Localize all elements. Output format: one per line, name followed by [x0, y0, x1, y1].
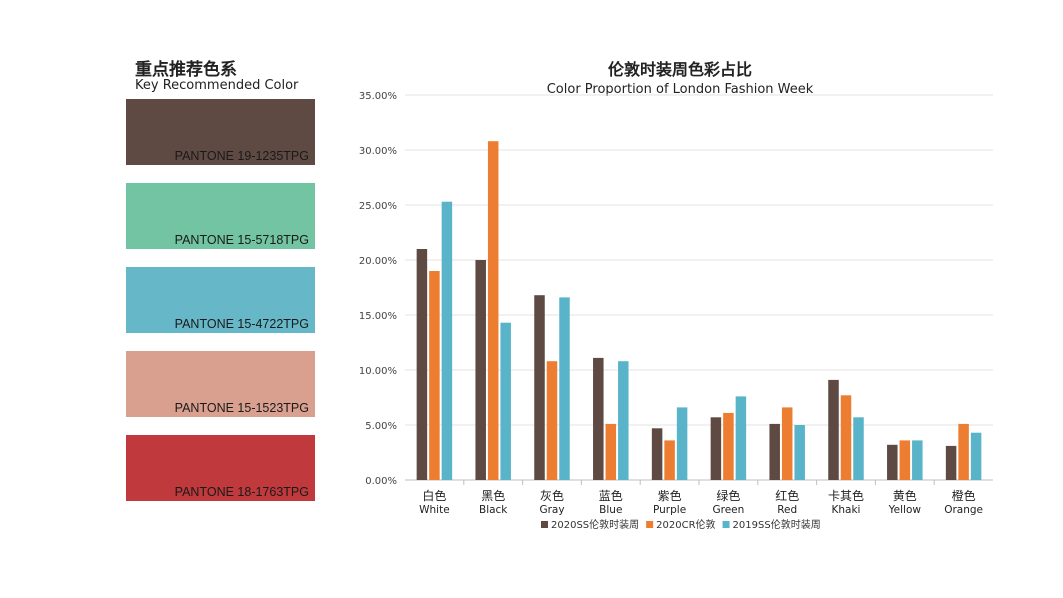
- x-tick-label-en: Black: [479, 504, 508, 516]
- swatch-label: PANTONE 15-1523TPG: [174, 401, 309, 415]
- y-tick-label: 25.00%: [359, 201, 397, 212]
- bar: [710, 417, 722, 480]
- swatch-label: PANTONE 18-1763TPG: [174, 485, 309, 499]
- chart-subtitle: Color Proportion of London Fashion Week: [547, 82, 814, 97]
- swatch-label: PANTONE 15-5718TPG: [174, 233, 309, 247]
- bar: [769, 423, 780, 480]
- x-tick-label-en: Green: [712, 504, 744, 516]
- bar: [618, 361, 629, 480]
- bar-series: [416, 141, 982, 480]
- bar: [794, 425, 805, 480]
- legend-label: 2020CR伦敦: [656, 518, 715, 531]
- bar: [853, 417, 864, 480]
- bar: [958, 423, 969, 480]
- y-axis: 0.00% 5.00% 10.00% 15.00% 20.00% 25.00% 30.00%…: [359, 91, 397, 487]
- y-tick-label: 0.00%: [365, 476, 397, 487]
- x-tick-label-en: Red: [777, 504, 797, 516]
- bar: [534, 295, 545, 480]
- y-tick-label: 30.00%: [359, 146, 397, 157]
- bar: [441, 201, 453, 480]
- bar: [723, 412, 734, 480]
- x-tick-label-cn: 绿色: [716, 488, 740, 503]
- x-tick-label-en: Orange: [944, 504, 983, 516]
- color-swatch: PANTONE 15-4722TPG: [126, 267, 315, 333]
- bar: [487, 141, 499, 480]
- legend: 2020SS伦敦时装周 2020CR伦敦 2019SS伦敦时装周: [541, 518, 821, 531]
- x-tick-label-cn: 蓝色: [599, 489, 623, 503]
- bar: [593, 357, 604, 480]
- bar-chart: 伦敦时装周色彩占比 Color Proportion of London Fas…: [359, 60, 993, 531]
- x-tick-label-en: White: [419, 504, 450, 516]
- color-swatch: PANTONE 15-5718TPG: [126, 183, 315, 249]
- y-tick-label: 10.00%: [359, 366, 397, 377]
- x-tick-label-cn: 红色: [775, 488, 799, 503]
- bar: [429, 271, 440, 480]
- swatch-label: PANTONE 15-4722TPG: [174, 317, 309, 331]
- bar: [840, 395, 852, 480]
- x-tick-label-en: Blue: [599, 504, 622, 516]
- bar: [500, 322, 511, 480]
- x-tick-label-cn: 紫色: [658, 489, 682, 503]
- y-tick-label: 5.00%: [365, 421, 397, 432]
- color-swatch: PANTONE 19-1235TPG: [126, 99, 315, 165]
- legend-swatch: [646, 521, 654, 528]
- bar: [651, 428, 663, 480]
- x-tick-label-cn: 黑色: [481, 489, 505, 503]
- x-tick-label-en: Yellow: [888, 504, 922, 516]
- bar: [781, 407, 793, 480]
- x-tick-label-en: Khaki: [832, 504, 861, 516]
- x-tick-label-cn: 灰色: [540, 489, 564, 503]
- legend-swatch: [722, 521, 730, 528]
- bar: [970, 432, 982, 480]
- left-title-cn: 重点推荐色系: [135, 60, 237, 80]
- bar: [605, 423, 617, 480]
- y-tick-label: 35.00%: [359, 91, 397, 102]
- legend-label: 2020SS伦敦时装周: [551, 518, 639, 531]
- x-tick-label-cn: 卡其色: [828, 489, 864, 503]
- x-tick-label-cn: 白色: [422, 488, 446, 503]
- bar: [887, 444, 898, 480]
- legend-label: 2019SS伦敦时装周: [733, 518, 821, 531]
- color-swatch: PANTONE 18-1763TPG: [126, 435, 315, 501]
- x-tick-label-cn: 橙色: [952, 488, 976, 503]
- bar: [899, 440, 911, 480]
- legend-swatch: [541, 521, 548, 528]
- x-tick-label-en: Gray: [539, 504, 564, 516]
- bar: [546, 361, 558, 480]
- left-title-en: Key Recommended Color: [135, 78, 299, 93]
- x-tick-label-en: Purple: [653, 504, 686, 516]
- chart-title: 伦敦时装周色彩占比: [608, 60, 752, 79]
- bar: [416, 249, 428, 480]
- bar: [735, 396, 747, 480]
- bar: [945, 445, 957, 480]
- bar: [912, 440, 923, 480]
- y-tick-label: 15.00%: [359, 311, 397, 322]
- swatch-label: PANTONE 19-1235TPG: [174, 149, 309, 163]
- y-tick-label: 20.00%: [359, 256, 397, 267]
- color-swatch: PANTONE 15-1523TPG: [126, 351, 315, 417]
- x-tick-label-cn: 黄色: [893, 489, 917, 503]
- bar: [676, 407, 688, 480]
- bar: [475, 260, 486, 480]
- bar: [559, 297, 570, 480]
- bar: [828, 379, 839, 480]
- bar: [664, 440, 675, 480]
